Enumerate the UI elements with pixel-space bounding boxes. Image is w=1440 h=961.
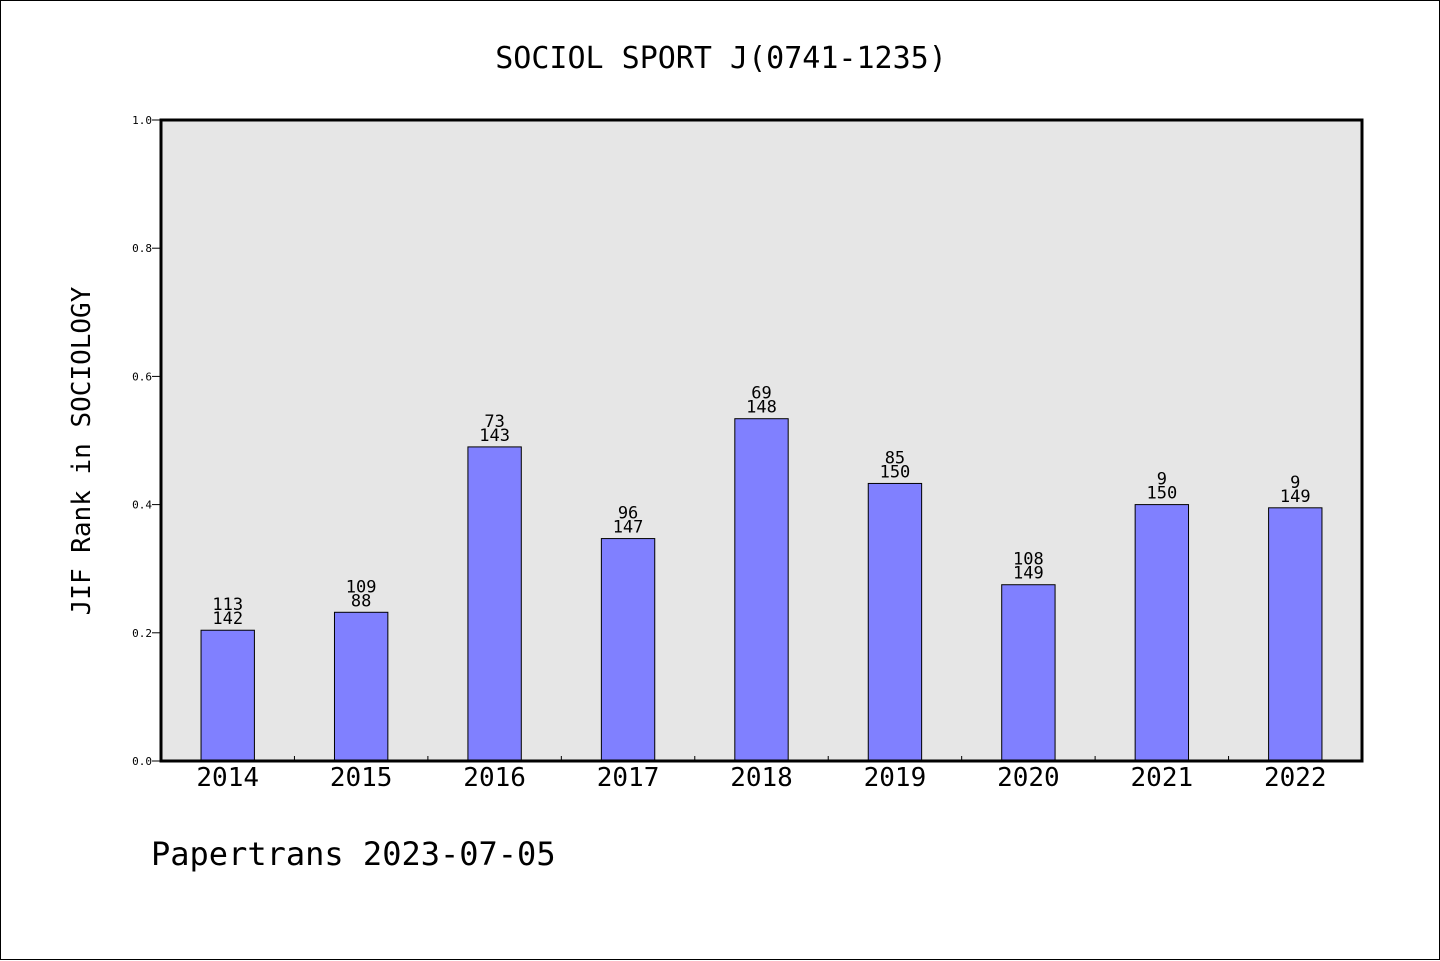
bar-label-rank: 9: [1157, 470, 1167, 490]
bar-label-rank: 85: [885, 448, 905, 468]
x-tick-label: 2016: [463, 763, 526, 793]
bar-label-total: 142: [212, 609, 243, 629]
x-tick-label: 2021: [1131, 763, 1194, 793]
x-tick-label: 2020: [997, 763, 1060, 793]
y-axis-label: JIF Rank in SOCIOLOGY: [67, 286, 97, 615]
bar-label-total: 143: [479, 426, 510, 446]
bar: [1001, 584, 1056, 762]
bar: [867, 482, 923, 762]
bar-label-total: 150: [1146, 484, 1177, 504]
y-tick-label: 0.2: [132, 627, 152, 640]
y-tick-label: 1.0: [132, 114, 152, 127]
x-tick-label: 2022: [1264, 763, 1327, 793]
x-axis: 2014 2015 2016 2017 2018 2019 2020 2021 2022: [196, 756, 1327, 793]
bar-label-total: 149: [1280, 487, 1311, 507]
y-tick-label: 0.6: [132, 370, 152, 383]
y-tick-label: 0.8: [132, 242, 152, 255]
bar: [1268, 507, 1323, 762]
bar: [200, 629, 255, 762]
y-axis: 0.0 0.2 0.4 0.6 0.8 1.0: [132, 114, 161, 768]
y-tick-label: 0.0: [132, 755, 152, 768]
x-tick-label: 2014: [196, 763, 259, 793]
bar-label-rank: 108: [1013, 550, 1044, 570]
bar: [333, 611, 389, 762]
bar: [467, 446, 522, 762]
x-tick-label: 2017: [597, 763, 660, 793]
bar: [1134, 504, 1190, 762]
bar-label-total: 150: [880, 462, 911, 482]
credit-text: Papertrans 2023-07-05: [151, 835, 556, 873]
plot-frame: [159, 118, 1364, 763]
data-labels-group: 1131421098873143961476914885150108149915…: [212, 384, 1310, 630]
bar: [600, 538, 656, 762]
bars-group: [200, 418, 1323, 762]
bar: [734, 418, 789, 762]
bar-label-rank: 73: [484, 412, 504, 432]
x-tick-label: 2015: [330, 763, 393, 793]
y-tick-label: 0.4: [132, 499, 152, 512]
bar-label-total: 149: [1013, 564, 1044, 584]
bar-label-rank: 96: [618, 504, 638, 524]
bar-label-rank: 109: [346, 577, 377, 597]
x-tick-label: 2019: [864, 763, 927, 793]
bar-label-rank: 69: [751, 384, 771, 404]
bar-label-rank: 9: [1290, 473, 1300, 493]
bar-label-total: 88: [351, 591, 371, 611]
chart-title: SOCIOL SPORT J(0741-1235): [495, 41, 947, 76]
bar-label-total: 148: [746, 398, 777, 418]
bar-label-total: 147: [613, 518, 644, 538]
bar-label-rank: 113: [212, 595, 243, 615]
x-tick-label: 2018: [730, 763, 793, 793]
